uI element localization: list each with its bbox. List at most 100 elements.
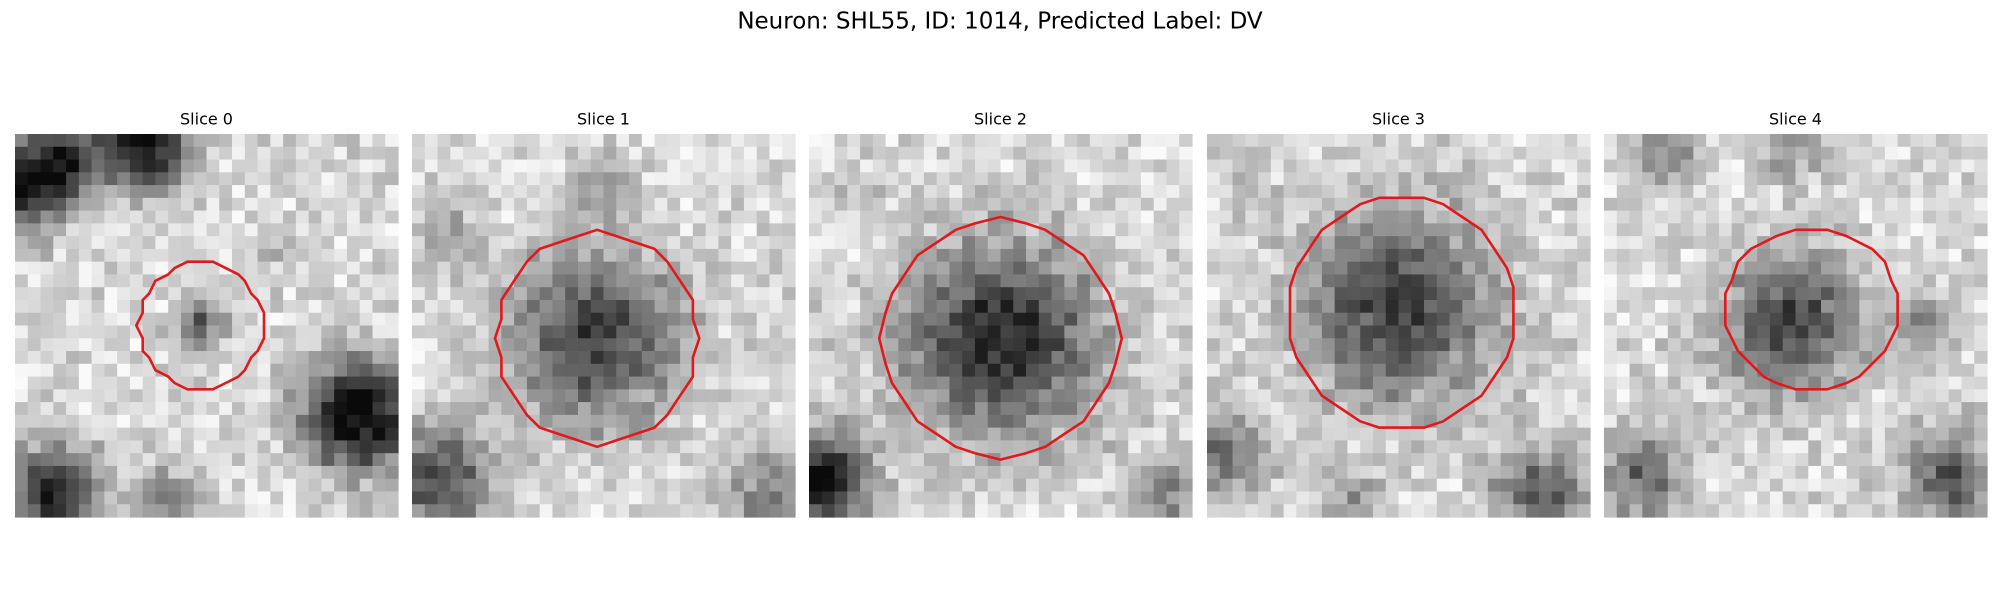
pixel [1577, 299, 1591, 314]
pixel [359, 504, 374, 518]
pixel [1667, 338, 1682, 352]
pixel [1513, 440, 1527, 454]
pixel [1718, 159, 1733, 173]
pixel [743, 478, 758, 493]
pixel [180, 210, 195, 224]
pixel [692, 172, 707, 186]
pixel [424, 159, 439, 173]
pixel [1089, 172, 1104, 186]
pixel [78, 261, 93, 276]
pixel [1795, 453, 1809, 467]
pixel [898, 197, 912, 212]
pixel [539, 376, 554, 390]
pixel [168, 274, 182, 288]
pixel [1718, 363, 1733, 378]
pixel [872, 491, 887, 505]
pixel [168, 351, 182, 365]
pixel [1038, 210, 1053, 224]
pixel [1629, 185, 1643, 199]
pixel [1693, 402, 1707, 416]
pixel [1258, 287, 1272, 301]
pixel [629, 248, 643, 263]
pixel [1769, 363, 1784, 378]
pixel [15, 287, 29, 301]
pixel [680, 185, 694, 199]
pixel [821, 274, 836, 288]
pixel [1487, 287, 1502, 301]
pixel [1051, 351, 1065, 365]
pixel [847, 478, 861, 493]
pixel [1321, 261, 1336, 276]
pixel [27, 389, 42, 403]
pixel [1948, 146, 1963, 161]
pixel [27, 427, 42, 441]
pixel [1089, 389, 1104, 403]
pixel [1077, 363, 1091, 378]
pixel [552, 146, 566, 161]
pixel [987, 338, 1002, 352]
pixel [219, 172, 233, 186]
pixel [1283, 146, 1297, 161]
pixel [860, 223, 874, 237]
pixel [219, 363, 233, 378]
pixel [1089, 287, 1104, 301]
pixel [53, 197, 67, 212]
pixel [15, 261, 29, 276]
pixel [78, 325, 93, 339]
pixel [577, 465, 592, 480]
pixel [667, 159, 681, 173]
pixel [1884, 427, 1899, 441]
pixel [1051, 312, 1065, 327]
pixel [565, 491, 579, 505]
pixel [129, 440, 144, 454]
pixel [15, 146, 29, 161]
pixel [385, 504, 399, 518]
pixel [769, 363, 783, 378]
pixel [1487, 274, 1502, 288]
pixel [1115, 363, 1129, 378]
pixel [590, 351, 605, 365]
pixel [1424, 159, 1438, 173]
pixel [1115, 376, 1129, 390]
pixel [372, 504, 386, 518]
pixel [577, 478, 592, 493]
pixel [987, 185, 1002, 199]
pixel [809, 274, 823, 288]
pixel [232, 402, 246, 416]
pixel [898, 427, 912, 441]
pixel [1462, 389, 1476, 403]
pixel [424, 453, 439, 467]
pixel [1309, 453, 1323, 467]
pixel [488, 134, 502, 148]
pixel [1884, 223, 1899, 237]
pixel [1706, 172, 1720, 186]
pixel [1270, 185, 1285, 199]
pixel [526, 427, 541, 441]
pixel [1808, 159, 1822, 173]
pixel [616, 248, 630, 263]
image-panel [1604, 134, 1988, 518]
pixel [1166, 478, 1180, 493]
pixel [1232, 299, 1246, 314]
pixel [1372, 440, 1387, 454]
pixel [1064, 376, 1078, 390]
pixel [1577, 197, 1591, 212]
pixel [1462, 478, 1476, 493]
pixel [244, 172, 259, 186]
pixel [1115, 465, 1129, 480]
pixel [1526, 210, 1540, 224]
pixel [1795, 210, 1809, 224]
pixel [1821, 453, 1835, 467]
pixel [1077, 389, 1091, 403]
pixel [1385, 504, 1400, 518]
pixel [1179, 299, 1193, 314]
pixel [769, 389, 783, 403]
pixel [987, 427, 1002, 441]
pixel [193, 389, 208, 403]
pixel [424, 414, 439, 429]
pixel [756, 197, 771, 212]
pixel [987, 223, 1002, 237]
pixel [809, 376, 823, 390]
pixel [641, 363, 656, 378]
pixel [1884, 236, 1899, 250]
